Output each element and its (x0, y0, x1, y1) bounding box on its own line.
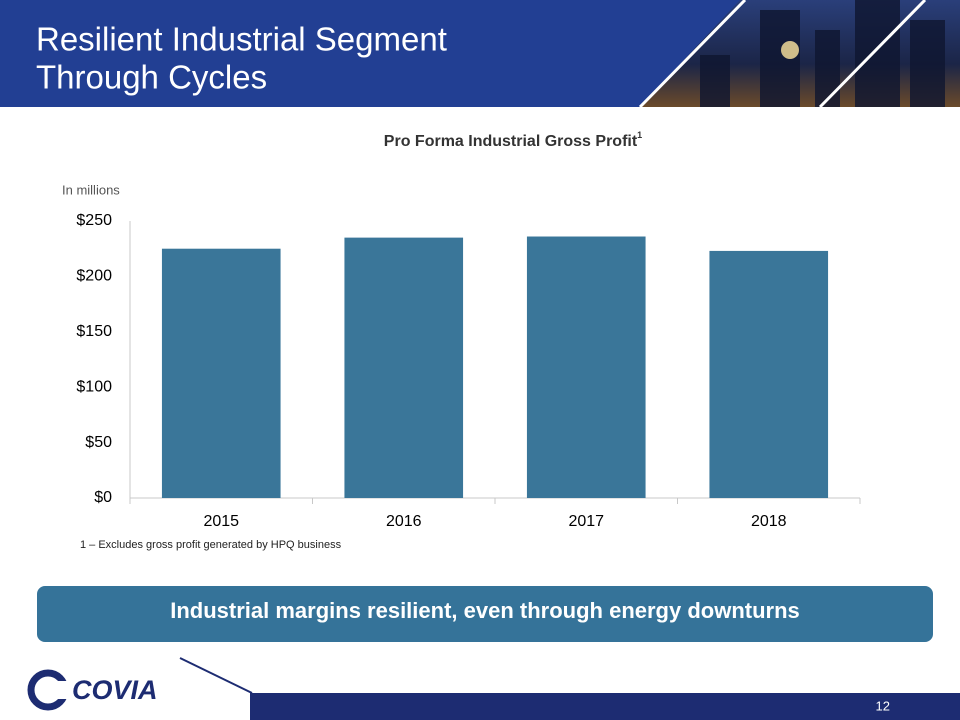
x-tick-label: 2018 (751, 513, 787, 530)
y-axis-label: In millions (62, 182, 120, 197)
light (781, 41, 799, 59)
plot: $0 $50 $100 $150 $200 $250 2015 2016 2017 2018 (76, 212, 861, 530)
chart-title-note: 1 (637, 130, 642, 140)
slide-title: Resilient Industrial Segment (36, 21, 447, 58)
footer-edge (179, 657, 253, 694)
chart-title: Pro Forma Industrial Gross Profit1 (384, 130, 642, 150)
y-tick-label: $0 (94, 489, 112, 506)
x-tick-label: 2015 (203, 513, 239, 530)
skyline (700, 0, 945, 107)
slide-title: Through Cycles (36, 59, 267, 96)
x-tick-label: 2016 (386, 513, 422, 530)
x-tick-label: 2017 (568, 513, 604, 530)
bar (709, 250, 829, 498)
header-edge (818, 0, 927, 109)
y-tick-label: $100 (76, 378, 112, 395)
logo-area (0, 658, 250, 720)
bar (161, 248, 281, 498)
header-edge (638, 0, 747, 109)
y-tick-label: $50 (85, 434, 112, 451)
callout-box (37, 586, 933, 642)
footnote: 1 – Excludes gross profit generated by H… (80, 539, 342, 551)
chart-title-text: Pro Forma Industrial Gross Profit (384, 133, 638, 150)
callout-text: Industrial margins resilient, even throu… (170, 598, 800, 623)
logo-gap (54, 681, 70, 699)
y-tick-label: $200 (76, 268, 112, 285)
bar (344, 237, 464, 498)
bar (526, 236, 646, 498)
logo-text: COVIA (72, 675, 158, 705)
y-tick-label: $150 (76, 323, 112, 340)
y-tick-label: $250 (76, 212, 112, 229)
page-number: 12 (876, 698, 890, 713)
